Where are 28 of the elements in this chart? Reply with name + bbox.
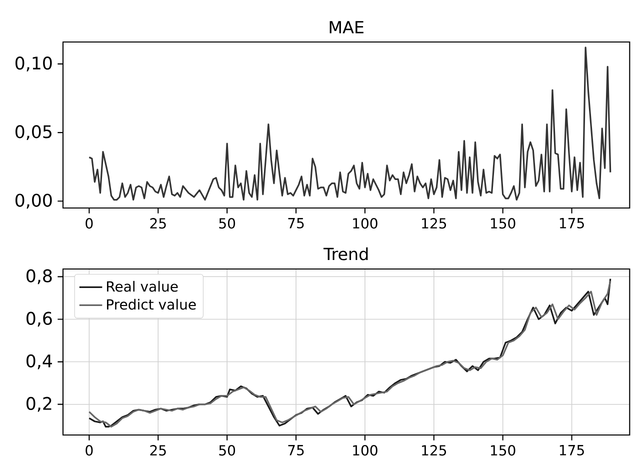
x-tick-label: 175 [560, 218, 584, 228]
x-tick-label: 150 [490, 218, 516, 229]
x-tick-label: 175 [560, 445, 584, 456]
x-tick-label: 0 [86, 445, 93, 456]
y-tick-label: 0,8 [26, 269, 52, 284]
x-tick-label: 25 [150, 218, 166, 229]
y-tick-label: 0,2 [26, 396, 52, 412]
x-tick-label: 50 [219, 445, 236, 456]
chart-title: MAE [330, 21, 364, 34]
x-tick-label: 50 [219, 218, 236, 229]
chart-title: Trend [323, 247, 368, 260]
x-tick-label: 25 [150, 445, 166, 456]
x-tick-label: 100 [353, 445, 378, 456]
legend-label: Real value [107, 280, 178, 292]
x-tick-label: 125 [422, 445, 446, 456]
x-tick-label: 100 [353, 218, 378, 229]
x-tick-label: 0 [86, 218, 93, 229]
y-tick-label: 0,10 [16, 56, 52, 72]
y-tick-label: 0,4 [26, 354, 52, 370]
legend-label: Predict value [107, 298, 196, 310]
line-series [88, 46, 612, 201]
x-tick-label: 75 [288, 218, 304, 228]
y-tick-label: 0,00 [16, 194, 52, 209]
x-tick-label: 150 [490, 445, 516, 456]
x-tick-label: 125 [422, 218, 446, 229]
x-tick-label: 75 [288, 445, 304, 456]
y-tick-label: 0,05 [16, 125, 52, 140]
y-tick-label: 0,6 [26, 312, 52, 327]
